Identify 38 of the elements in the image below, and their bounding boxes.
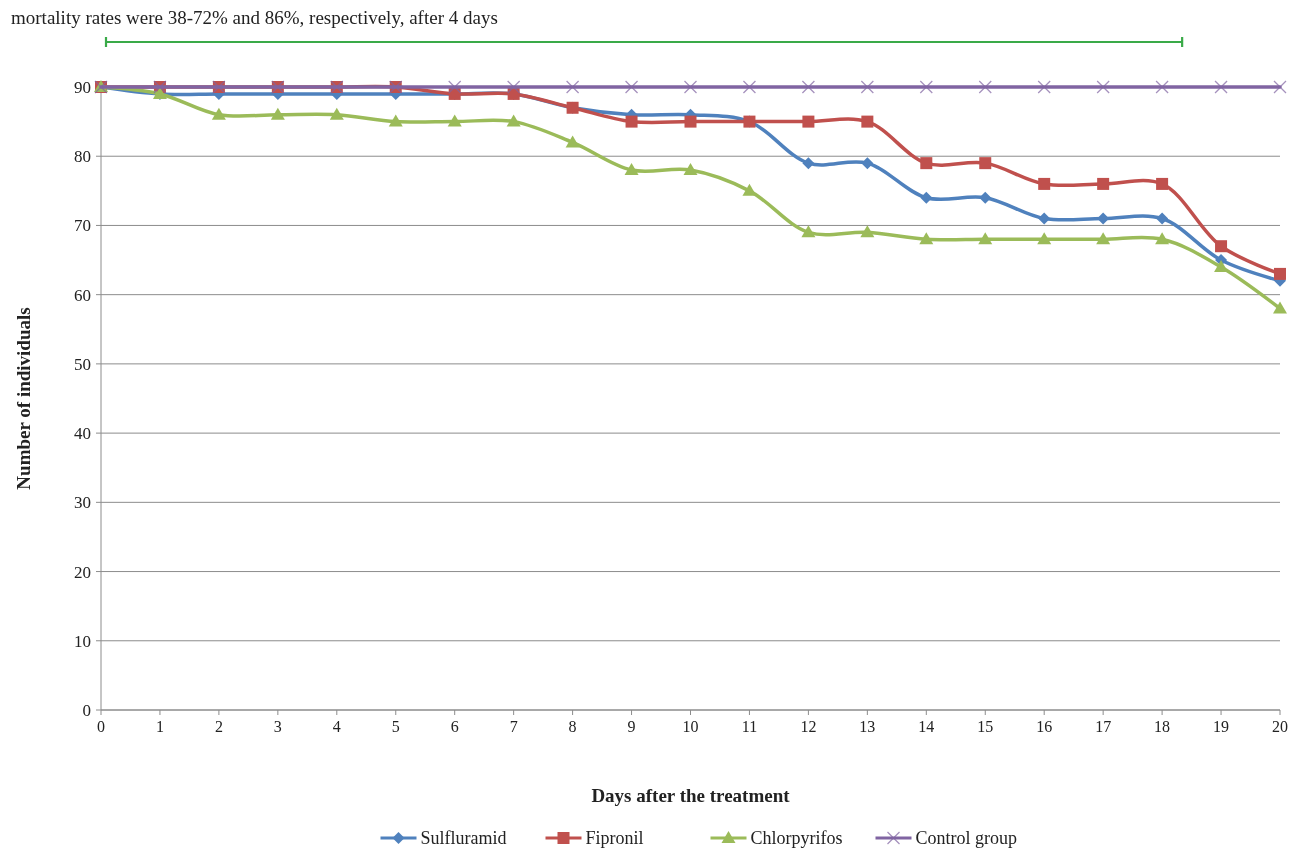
y-tick-label: 40: [74, 424, 91, 444]
x-tick-label: 8: [568, 718, 577, 735]
y-tick-label: 70: [74, 216, 91, 236]
y-tick-label: 0: [82, 700, 91, 720]
y-tick-label: 90: [74, 77, 91, 97]
x-tick-label: 11: [741, 718, 758, 735]
x-tick-label: 20: [1272, 718, 1288, 735]
y-tick-label: 60: [74, 285, 91, 305]
y-tick-label: 50: [74, 354, 91, 374]
x-tick-label: 4: [332, 718, 341, 735]
x-tick-label: 15: [977, 718, 994, 735]
x-tick-label: 16: [1036, 718, 1053, 735]
x-tick-label: 13: [859, 718, 876, 735]
y-tick-label: 80: [74, 147, 91, 167]
x-tick-label: 10: [682, 718, 699, 735]
legend-label: Fipronil: [585, 828, 644, 849]
x-tick-label: 14: [918, 718, 935, 735]
x-tick-label: 1: [155, 718, 164, 735]
y-tick-label: 20: [74, 562, 91, 582]
x-tick-label: 0: [97, 718, 105, 735]
y-tick-label: 10: [74, 631, 91, 651]
x-tick-label: 9: [627, 718, 636, 735]
x-tick-label: 5: [391, 718, 400, 735]
legend-label: Chlorpyrifos: [750, 828, 843, 849]
x-tick-label: 18: [1154, 718, 1171, 735]
y-axis-title: Number of individuals: [13, 307, 34, 490]
y-tick-label: 30: [74, 493, 91, 513]
x-tick-label: 2: [214, 718, 223, 735]
legend-label: Control group: [915, 828, 1017, 849]
x-tick-label: 7: [509, 718, 518, 735]
chart-title: mortality rates were 38-72% and 86%, respectively, after 4 days: [11, 7, 498, 28]
x-tick-label: 3: [273, 718, 282, 735]
x-tick-label: 19: [1213, 718, 1230, 735]
x-tick-label: 17: [1095, 718, 1112, 735]
legend-label: Sulfluramid: [420, 828, 507, 849]
x-axis-title: Days after the treatment: [591, 785, 791, 806]
x-tick-label: 12: [800, 718, 817, 735]
x-tick-label: 6: [450, 718, 459, 735]
